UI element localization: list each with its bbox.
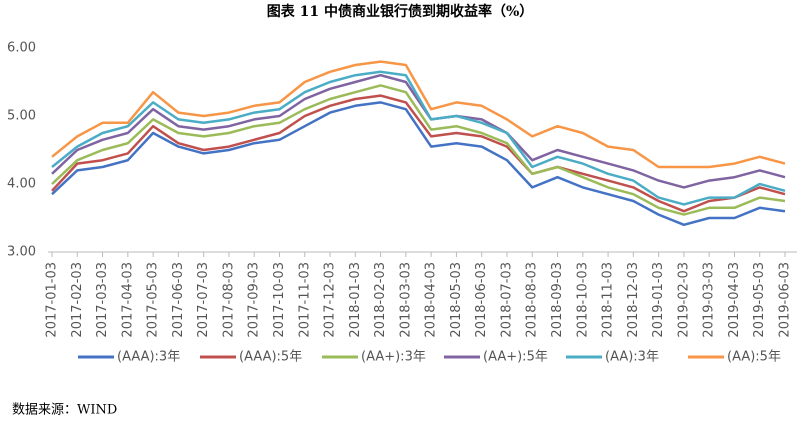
chart-title: 图表 11 中债商业银行债到期收益率（%） xyxy=(267,3,534,20)
x-tick-label: 2018-10-03 xyxy=(575,262,590,338)
x-tick-label: 2018-05-03 xyxy=(449,262,464,338)
x-tick-label: 2017-08-03 xyxy=(221,262,236,338)
x-tick-label: 2017-06-03 xyxy=(171,262,186,338)
x-tick-label: 2017-05-03 xyxy=(146,262,161,338)
x-tick-label: 2017-02-03 xyxy=(70,262,85,338)
x-tick-label: 2019-04-03 xyxy=(727,262,742,338)
legend-label: (AAA):3年 xyxy=(117,350,180,365)
legend-label: (AA+):3年 xyxy=(361,350,426,365)
x-tick-label: 2017-11-03 xyxy=(297,262,312,338)
x-tick-label: 2018-08-03 xyxy=(525,262,540,338)
x-tick-label: 2019-01-03 xyxy=(651,262,666,338)
x-tick-label: 2018-01-03 xyxy=(348,262,363,338)
series-line xyxy=(51,94,786,213)
legend-label: (AA):3年 xyxy=(605,350,659,365)
x-tick-label: 2019-03-03 xyxy=(702,262,717,338)
x-tick-label: 2017-10-03 xyxy=(272,262,287,338)
x-tick-label: 2017-01-03 xyxy=(45,262,60,338)
x-tick-label: 2018-12-03 xyxy=(626,262,641,338)
series-line xyxy=(51,101,786,227)
series-line xyxy=(51,70,786,206)
legend-label: (AAA):5年 xyxy=(239,350,302,365)
x-tick-label: 2018-11-03 xyxy=(601,262,616,338)
x-tick-label: 2017-04-03 xyxy=(120,262,135,338)
y-tick-label: 5.00 xyxy=(7,109,36,124)
legend-label: (AA):5年 xyxy=(727,350,781,365)
x-tick-label: 2019-02-03 xyxy=(676,262,691,338)
x-tick-label: 2017-09-03 xyxy=(247,262,262,338)
series-line xyxy=(51,84,786,216)
y-tick-label: 4.00 xyxy=(7,177,36,192)
x-tick-label: 2019-06-03 xyxy=(778,262,793,338)
x-tick-label: 2018-06-03 xyxy=(474,262,489,338)
x-tick-label: 2018-03-03 xyxy=(398,262,413,338)
x-tick-label: 2017-12-03 xyxy=(323,262,338,338)
y-tick-label: 3.00 xyxy=(7,245,36,260)
source-note: 数据来源：WIND xyxy=(12,403,117,418)
legend-label: (AA+):5年 xyxy=(483,350,548,365)
x-tick-label: 2018-07-03 xyxy=(499,262,514,338)
x-tick-label: 2017-07-03 xyxy=(196,262,211,338)
series-line xyxy=(51,60,786,169)
y-tick-label: 6.00 xyxy=(7,41,36,56)
x-tick-label: 2017-03-03 xyxy=(95,262,110,338)
x-tick-label: 2018-04-03 xyxy=(424,262,439,338)
x-tick-label: 2018-09-03 xyxy=(550,262,565,338)
x-tick-label: 2019-05-03 xyxy=(752,262,767,338)
series-line xyxy=(51,73,786,189)
x-tick-label: 2018-02-03 xyxy=(373,262,388,338)
